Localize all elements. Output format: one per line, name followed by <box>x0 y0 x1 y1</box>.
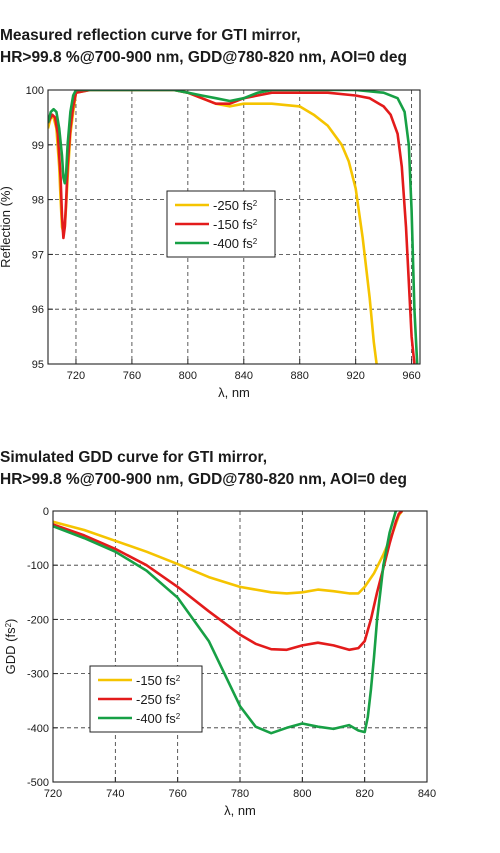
gdd-xtick-label-3: 780 <box>231 788 249 800</box>
gdd-series-0 <box>53 511 404 595</box>
refl-ytick-label-1: 96 <box>32 304 44 316</box>
reflection-chart: 720 760 800 840 880 920 960 95 96 97 98 99 100 λ, nm R… <box>0 85 421 400</box>
refl-legend-label-1: -150 fs2 <box>213 217 258 232</box>
refl-ytick-label-4: 99 <box>32 140 44 152</box>
refl-series-2 <box>48 90 419 364</box>
gdd-title-line-2: HR>99.8 %@700-900 nm, GDD@780-820 nm, AO… <box>0 471 407 488</box>
gdd-series-2 <box>53 511 398 735</box>
reflection-title-line-2: HR>99.8 %@700-900 nm, GDD@780-820 nm, AO… <box>0 49 407 66</box>
gdd-xtick-label-4: 800 <box>293 788 311 800</box>
gdd-ytick-label-2: -200 <box>27 614 49 626</box>
refl-ytick-label-0: 95 <box>32 359 44 371</box>
refl-xtick-label-0: 720 <box>67 370 85 382</box>
gdd-ytick-label-5: -500 <box>27 777 49 789</box>
gdd-xtick-label-2: 760 <box>168 788 186 800</box>
refl-y-axis-label: Reflection (%) <box>0 186 13 268</box>
gdd-xtick-label-1: 740 <box>106 788 124 800</box>
refl-x-axis-label: λ, nm <box>218 385 250 400</box>
gdd-ytick-label-1: -100 <box>27 560 49 572</box>
refl-legend-label-0: -250 fs2 <box>213 198 258 213</box>
reflection-title-line-1: Measured reflection curve for GTI mirror… <box>0 27 301 44</box>
gdd-ytick-label-4: -400 <box>27 723 49 735</box>
refl-xtick-label-2: 800 <box>179 370 197 382</box>
gdd-y-axis-label: GDD (fs2) <box>3 619 18 675</box>
refl-xtick-label-4: 880 <box>291 370 309 382</box>
refl-xtick-label-5: 920 <box>346 370 364 382</box>
gdd-xtick-label-0: 720 <box>44 788 62 800</box>
refl-ytick-label-5: 100 <box>26 85 44 97</box>
gdd-xtick-label-5: 820 <box>355 788 373 800</box>
gdd-title-line-1: Simulated GDD curve for GTI mirror, <box>0 449 268 466</box>
gdd-chart: 720 740 760 780 800 820 840 0 -100 -200 -300 -400 -5… <box>3 506 436 818</box>
refl-plot-frame <box>47 89 421 365</box>
gdd-legend-label-0: -150 fs2 <box>136 673 181 688</box>
gdd-ytick-label-0: 0 <box>43 506 49 518</box>
refl-xtick-label-3: 840 <box>235 370 253 382</box>
refl-legend-label-2: -400 fs2 <box>213 236 258 251</box>
gdd-xtick-label-6: 840 <box>418 788 436 800</box>
gdd-chart-title: Simulated GDD curve for GTI mirror, HR>9… <box>0 447 500 491</box>
refl-xtick-label-6: 960 <box>402 370 420 382</box>
refl-xtick-label-1: 760 <box>123 370 141 382</box>
refl-ytick-label-2: 97 <box>32 249 44 261</box>
gdd-series-1 <box>53 511 403 652</box>
refl-ytick-label-3: 98 <box>32 195 44 207</box>
gdd-legend-label-1: -250 fs2 <box>136 692 181 707</box>
gdd-legend-label-2: -400 fs2 <box>136 711 181 726</box>
reflection-chart-title: Measured reflection curve for GTI mirror… <box>0 25 500 69</box>
gdd-ytick-label-3: -300 <box>27 669 49 681</box>
gdd-x-axis-label: λ, nm <box>224 803 256 818</box>
